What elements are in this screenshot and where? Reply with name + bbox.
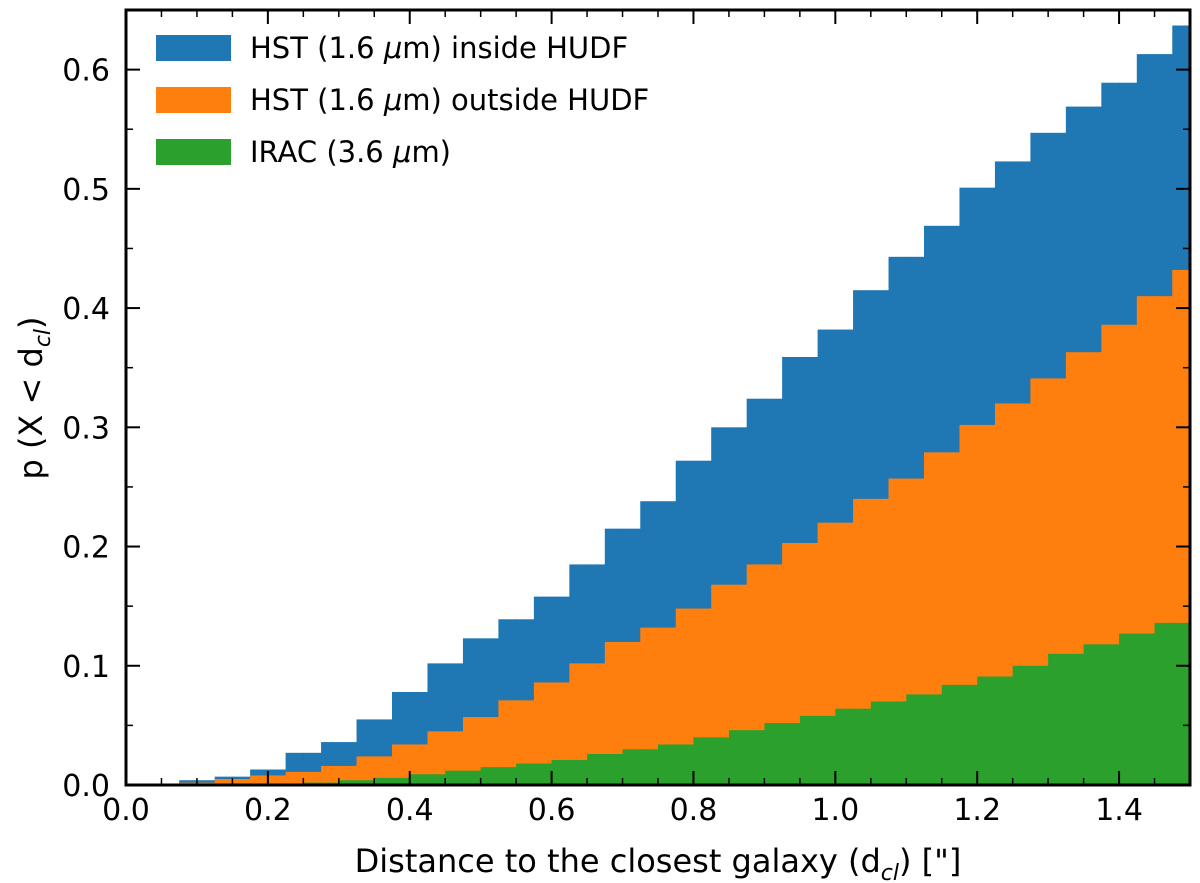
histogram-bar <box>959 684 978 785</box>
histogram-bar <box>551 682 570 785</box>
histogram-bar <box>1065 653 1085 785</box>
histogram-bar <box>356 756 375 785</box>
histogram-bar <box>693 737 712 785</box>
histogram-bar <box>658 744 677 785</box>
histogram-bar <box>392 777 411 785</box>
histogram-bar <box>711 584 730 785</box>
histogram-bar <box>1048 653 1067 785</box>
histogram-bar <box>640 749 659 785</box>
y-tick-label: 0.5 <box>62 173 110 208</box>
x-tick-label: 0.4 <box>386 793 434 828</box>
histogram-bar <box>994 676 1014 785</box>
histogram-bar <box>835 708 854 785</box>
histogram-bar <box>462 717 482 785</box>
x-tick-label: 0.6 <box>528 793 576 828</box>
histogram-bar <box>569 759 588 785</box>
histogram-bar <box>392 744 411 785</box>
y-tick-label: 0.1 <box>62 650 110 685</box>
histogram-bar <box>746 564 765 785</box>
x-tick-label: 1.4 <box>1095 793 1143 828</box>
legend-label: HST (1.6 μm) inside HUDF <box>250 31 628 65</box>
histogram-bar <box>941 684 961 785</box>
histogram-bar <box>764 723 783 785</box>
histogram-bar <box>782 723 801 785</box>
y-tick-label: 0.6 <box>62 54 110 89</box>
legend-swatch <box>156 87 231 113</box>
histogram-bar <box>604 641 624 785</box>
x-tick-label: 1.0 <box>811 793 859 828</box>
histogram-bar <box>604 754 624 785</box>
histogram-bar <box>1172 622 1191 785</box>
histogram-bar <box>888 701 907 785</box>
histogram-bar <box>870 701 890 785</box>
histogram-bar <box>374 777 393 785</box>
histogram-bar <box>285 771 304 785</box>
x-axis-title: Distance to the closest galaxy (dcl) ["] <box>355 842 962 883</box>
histogram-bar <box>799 715 819 785</box>
histogram-bar <box>356 780 375 785</box>
histogram-bar <box>746 730 765 785</box>
histogram-bar <box>1136 633 1156 785</box>
legend-label: HST (1.6 μm) outside HUDF <box>250 83 649 117</box>
histogram-bar <box>498 767 517 785</box>
histogram-bar <box>1101 644 1120 785</box>
y-axis-title: p (X < dcl) <box>12 316 56 479</box>
histogram-bar <box>906 694 925 785</box>
x-tick-label: 0.0 <box>102 793 150 828</box>
histogram-bar <box>321 765 340 785</box>
histogram-bar <box>924 694 943 785</box>
histogram-bar <box>728 730 748 785</box>
y-tick-label: 0.4 <box>62 292 110 327</box>
legend-swatch <box>156 139 231 165</box>
histogram-bar <box>480 767 499 785</box>
y-tick-label: 0.0 <box>62 769 110 804</box>
histogram-bar <box>533 763 553 785</box>
histogram-bar <box>338 780 358 785</box>
histogram-bar <box>232 779 251 785</box>
histogram-bars <box>179 25 1191 786</box>
histogram-bar <box>551 759 570 785</box>
y-tick-label: 0.3 <box>62 411 110 446</box>
histogram-bar <box>1030 665 1049 785</box>
histogram-bar <box>427 774 446 785</box>
legend-swatch <box>156 35 231 61</box>
histogram-bar <box>977 676 996 785</box>
x-tick-label: 0.8 <box>670 793 718 828</box>
histogram-bar <box>250 775 269 785</box>
histogram-bar <box>1012 665 1031 785</box>
histogram-bar <box>462 770 482 785</box>
histogram-bar <box>516 763 535 785</box>
series-3 <box>267 622 1191 785</box>
histogram-bar <box>1154 622 1173 785</box>
histogram-bar <box>675 608 695 785</box>
histogram-bar <box>587 754 606 785</box>
histogram-bar <box>409 774 429 785</box>
legend-label: IRAC (3.6 μm) <box>250 135 451 169</box>
histogram-bar <box>569 663 588 785</box>
y-tick-label: 0.2 <box>62 531 110 566</box>
legend: HST (1.6 μm) inside HUDF HST (1.6 μm) out… <box>156 31 649 169</box>
histogram-bar <box>622 749 641 785</box>
histogram-bar <box>640 627 659 785</box>
histogram-bar <box>498 700 517 785</box>
histogram-bar <box>1119 633 1138 785</box>
x-tick-label: 1.2 <box>953 793 1001 828</box>
histogram-bar <box>853 708 872 785</box>
histogram-bar <box>267 775 287 785</box>
plot-frame <box>124 8 1192 787</box>
histogram-bar <box>1083 644 1102 785</box>
histogram-bar <box>533 682 553 785</box>
x-tick-label: 0.2 <box>244 793 292 828</box>
histogram-bar <box>427 731 446 785</box>
histogram-bar <box>214 779 233 785</box>
histogram-bar <box>303 771 322 785</box>
histogram-bar <box>445 770 464 785</box>
histogram-bar <box>711 737 730 785</box>
histogram-bar <box>817 715 836 785</box>
histogram-bar <box>675 744 695 785</box>
